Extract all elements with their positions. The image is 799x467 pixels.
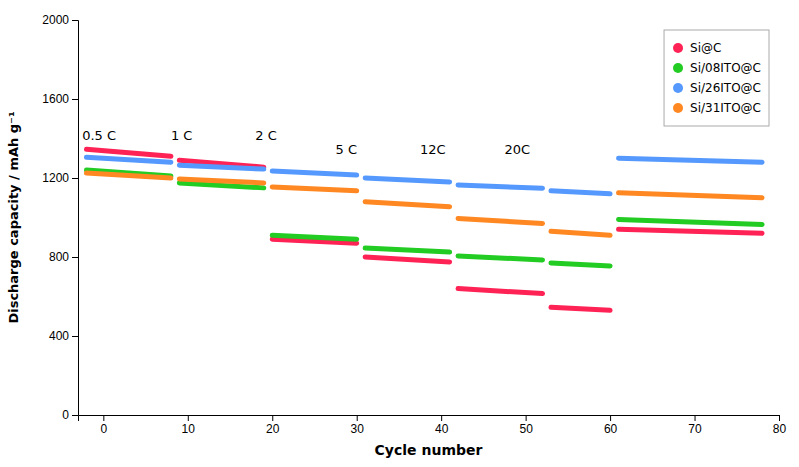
legend-label: Si/31ITO@C xyxy=(690,101,761,115)
x-tick-mark xyxy=(272,415,273,421)
x-tick: 20 xyxy=(266,415,280,436)
series-line xyxy=(86,173,762,235)
legend-item: Si@C xyxy=(673,41,721,55)
annotation: 2 C xyxy=(255,128,276,143)
y-tick: 800 xyxy=(49,250,78,264)
y-tick: 0 xyxy=(62,408,78,422)
x-tick: 40 xyxy=(435,415,449,436)
annotation: 1 C xyxy=(171,128,192,143)
y-tick-label: 800 xyxy=(49,250,69,264)
legend-item: Si/26ITO@C xyxy=(673,81,761,95)
legend-label: Si/08ITO@C xyxy=(690,61,761,75)
series-group xyxy=(86,149,762,310)
x-tick-label: 40 xyxy=(435,422,449,436)
x-tick-mark xyxy=(357,415,358,421)
legend: Si@C Si/08ITO@C Si/26ITO@C Si/31ITO@C xyxy=(664,30,769,126)
legend-frame xyxy=(664,30,769,126)
y-tick-label: 1200 xyxy=(42,171,69,185)
y-tick-mark xyxy=(72,99,78,100)
y-tick: 1200 xyxy=(42,171,78,185)
x-axis-title: Cycle number xyxy=(375,442,483,458)
x-tick-mark xyxy=(441,415,442,421)
x-axis-line xyxy=(79,416,780,422)
y-axis: 0 400 800 1200 1600 2000 xyxy=(42,13,78,422)
x-tick-label: 70 xyxy=(688,422,702,436)
x-tick-label: 10 xyxy=(182,422,196,436)
x-tick: 0 xyxy=(100,415,107,436)
x-tick: 50 xyxy=(519,415,533,436)
y-tick: 1600 xyxy=(42,92,78,106)
x-tick: 80 xyxy=(773,415,787,436)
legend-item: Si/08ITO@C xyxy=(673,61,761,75)
annotation: 0.5 C xyxy=(82,128,116,143)
x-tick: 70 xyxy=(688,415,702,436)
x-tick: 60 xyxy=(604,415,618,436)
y-tick-mark xyxy=(72,20,78,21)
series-line xyxy=(86,170,762,266)
y-tick-label: 0 xyxy=(62,408,69,422)
legend-item: Si/31ITO@C xyxy=(673,101,761,115)
legend-swatch xyxy=(673,103,683,113)
annotation: 5 C xyxy=(336,142,357,157)
y-axis-title: Discharge capacity / mAh g⁻¹ xyxy=(6,111,21,323)
x-tick-label: 60 xyxy=(604,422,618,436)
x-tick-mark xyxy=(188,415,189,421)
y-tick-mark xyxy=(72,336,78,337)
legend-label: Si@C xyxy=(690,41,721,55)
y-tick-label: 2000 xyxy=(42,13,69,27)
legend-swatch xyxy=(673,63,683,73)
x-tick-label: 50 xyxy=(519,422,533,436)
annotation: 12C xyxy=(420,142,446,157)
y-tick: 400 xyxy=(49,329,78,343)
x-tick-label: 20 xyxy=(266,422,280,436)
series-line xyxy=(86,149,762,310)
y-tick-mark xyxy=(72,178,78,179)
chart: 0102030405060708004008001200160020000.5 … xyxy=(0,0,799,467)
legend-swatch xyxy=(673,83,683,93)
y-tick: 2000 xyxy=(42,13,78,27)
x-axis: 0 10 20 30 40 50 60 70 80 xyxy=(79,415,787,436)
x-tick: 10 xyxy=(182,415,196,436)
x-tick-label: 30 xyxy=(351,422,365,436)
legend-swatch xyxy=(673,43,683,53)
y-tick-label: 1600 xyxy=(42,92,69,106)
x-tick-mark xyxy=(695,415,696,421)
x-tick-mark xyxy=(610,415,611,421)
y-tick-mark xyxy=(72,415,78,416)
annotations: 0.5 C 1 C 2 C 5 C 12C 20C xyxy=(82,128,530,157)
x-tick: 30 xyxy=(351,415,365,436)
annotation: 20C xyxy=(505,142,531,157)
x-tick-label: 0 xyxy=(100,422,107,436)
x-tick-mark xyxy=(103,415,104,421)
x-tick-mark xyxy=(779,415,780,421)
y-tick-label: 400 xyxy=(49,329,69,343)
legend-label: Si/26ITO@C xyxy=(690,81,761,95)
x-tick-label: 80 xyxy=(773,422,787,436)
x-tick-mark xyxy=(526,415,527,421)
y-tick-mark xyxy=(72,257,78,258)
plot: 0102030405060708004008001200160020000.5 … xyxy=(42,13,786,435)
series-line xyxy=(86,157,762,194)
y-axis-line xyxy=(72,21,79,416)
